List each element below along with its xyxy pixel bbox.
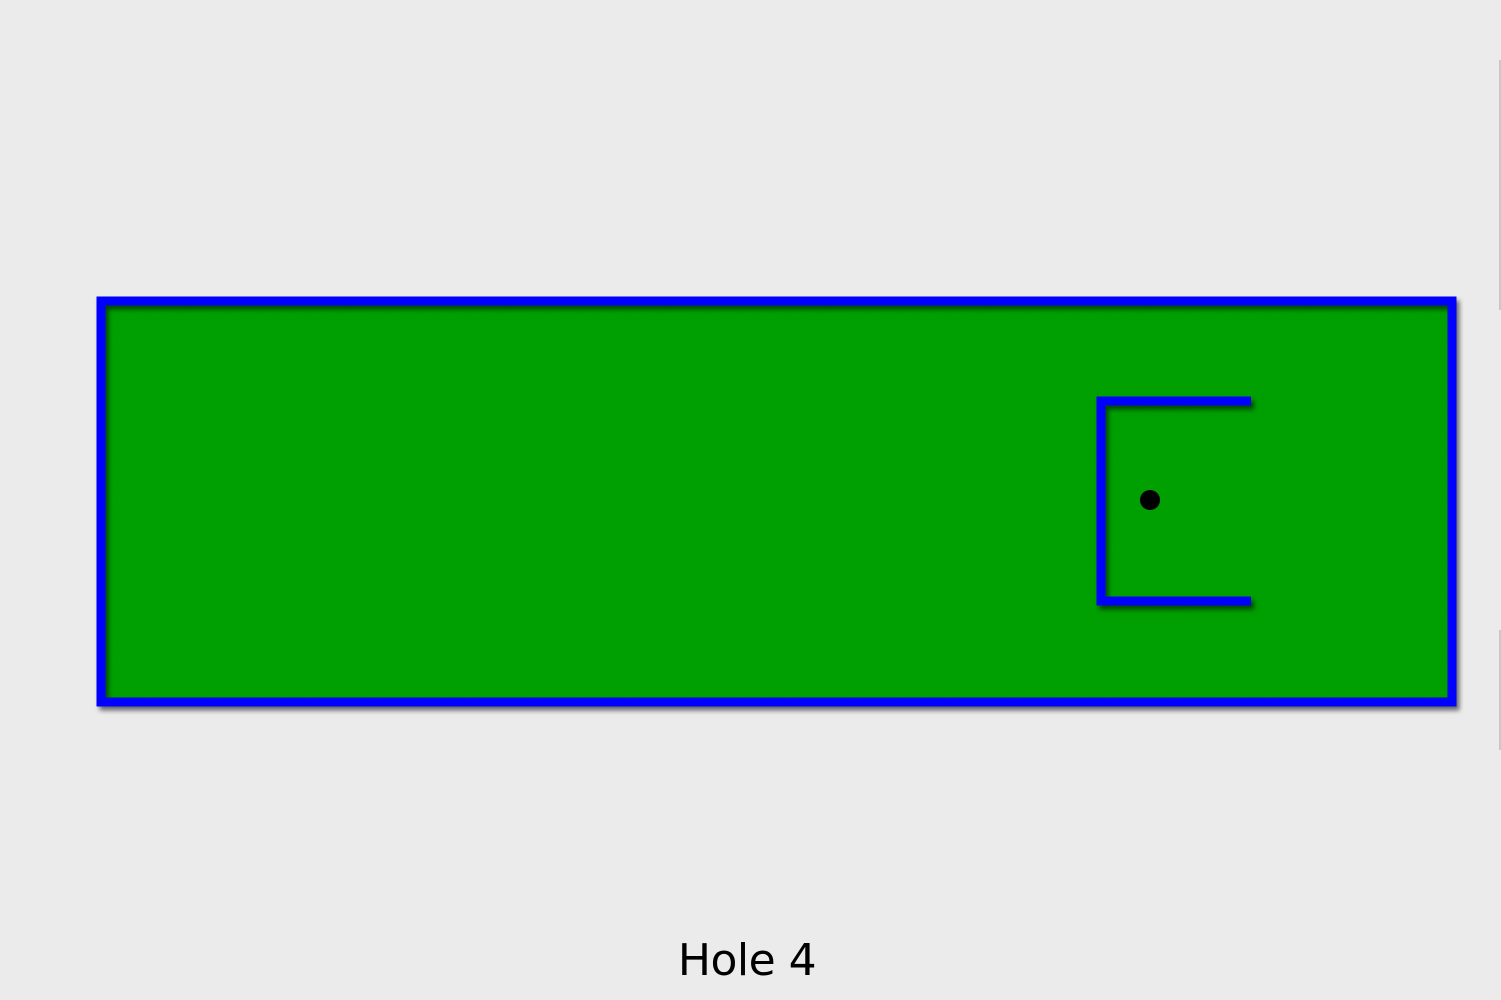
window-edge-top: [1499, 60, 1501, 310]
window-edge-bottom: [1499, 630, 1501, 750]
hole-number-label: Hole 4: [677, 935, 817, 986]
golf-hole: [1140, 490, 1160, 510]
outer-wall: [96, 296, 1457, 707]
putting-green[interactable]: [101, 301, 1451, 701]
inner-bracket-wall: [1096, 396, 1251, 606]
